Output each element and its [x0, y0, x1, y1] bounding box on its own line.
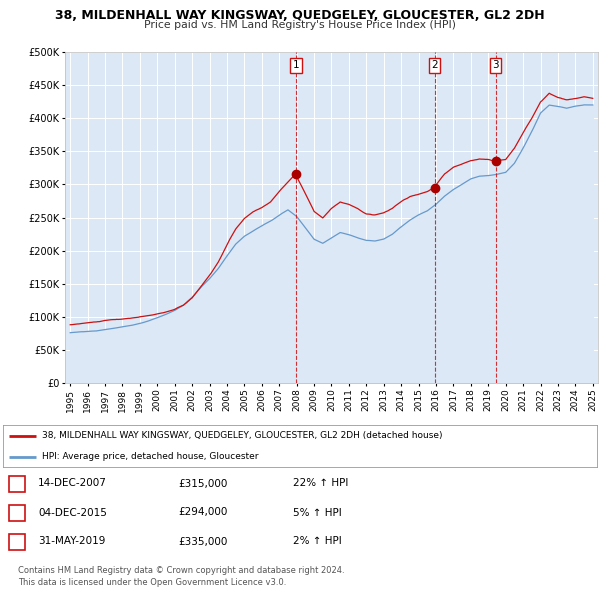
Bar	[9, 533, 25, 549]
Text: 5% ↑ HPI: 5% ↑ HPI	[293, 507, 342, 517]
Text: 1: 1	[14, 478, 20, 489]
Bar	[9, 504, 25, 520]
Text: 2: 2	[431, 60, 438, 70]
Text: 3: 3	[492, 60, 499, 70]
Text: Contains HM Land Registry data © Crown copyright and database right 2024.: Contains HM Land Registry data © Crown c…	[18, 566, 344, 575]
Bar	[9, 476, 25, 491]
Text: 1: 1	[293, 60, 299, 70]
Text: 2: 2	[13, 507, 20, 517]
Text: 22% ↑ HPI: 22% ↑ HPI	[293, 478, 349, 489]
Text: £294,000: £294,000	[178, 507, 227, 517]
Text: This data is licensed under the Open Government Licence v3.0.: This data is licensed under the Open Gov…	[18, 578, 286, 587]
Text: Price paid vs. HM Land Registry's House Price Index (HPI): Price paid vs. HM Land Registry's House …	[144, 20, 456, 30]
Text: 2% ↑ HPI: 2% ↑ HPI	[293, 536, 342, 546]
Text: 38, MILDENHALL WAY KINGSWAY, QUEDGELEY, GLOUCESTER, GL2 2DH: 38, MILDENHALL WAY KINGSWAY, QUEDGELEY, …	[55, 9, 545, 22]
Text: 38, MILDENHALL WAY KINGSWAY, QUEDGELEY, GLOUCESTER, GL2 2DH (detached house): 38, MILDENHALL WAY KINGSWAY, QUEDGELEY, …	[41, 431, 442, 440]
Text: 31-MAY-2019: 31-MAY-2019	[38, 536, 106, 546]
Text: HPI: Average price, detached house, Gloucester: HPI: Average price, detached house, Glou…	[41, 452, 258, 461]
Text: 14-DEC-2007: 14-DEC-2007	[38, 478, 107, 489]
Text: £315,000: £315,000	[178, 478, 227, 489]
Text: 3: 3	[14, 536, 20, 546]
Text: 04-DEC-2015: 04-DEC-2015	[38, 507, 107, 517]
Text: £335,000: £335,000	[178, 536, 227, 546]
